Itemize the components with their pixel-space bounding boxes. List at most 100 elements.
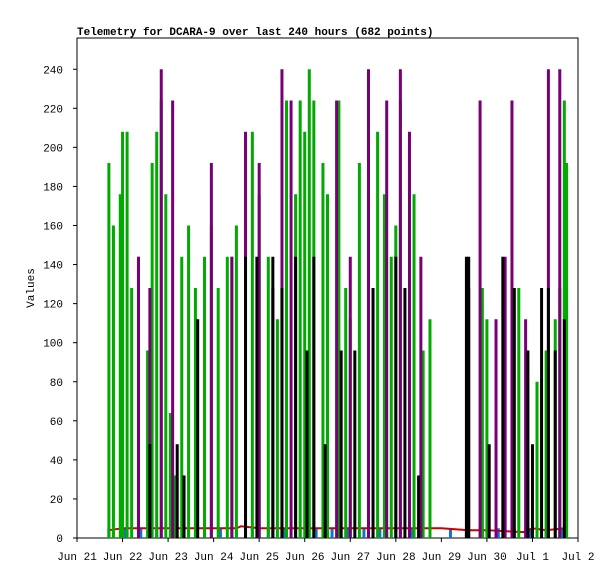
- y-tick-label: 200: [43, 143, 63, 155]
- bar: [266, 256, 270, 538]
- bar: [517, 288, 521, 538]
- bar: [335, 100, 339, 538]
- x-tick-label: Jun 29: [422, 552, 462, 564]
- bar: [321, 163, 325, 538]
- bar: [175, 444, 179, 538]
- x-tick-label: Jul 1: [516, 552, 549, 564]
- bar: [305, 350, 309, 538]
- bar: [146, 350, 150, 538]
- bar: [348, 256, 352, 538]
- bar: [524, 319, 528, 538]
- bar: [467, 256, 471, 538]
- bar: [326, 194, 329, 538]
- bar: [394, 256, 398, 538]
- chart-title: Telemetry for DCARA-9 over last 240 hour…: [77, 27, 433, 39]
- bar: [155, 131, 159, 538]
- bar: [230, 256, 234, 538]
- bar: [255, 256, 259, 538]
- bar: [307, 69, 311, 538]
- bar: [485, 319, 489, 538]
- bar: [250, 131, 254, 538]
- y-tick-label: 60: [50, 417, 63, 429]
- bar: [148, 288, 152, 538]
- bar: [540, 288, 544, 538]
- bar: [182, 475, 186, 538]
- y-tick-label: 40: [50, 456, 63, 468]
- bar: [503, 256, 507, 538]
- bar: [285, 100, 289, 538]
- bar: [203, 256, 207, 538]
- bar: [421, 350, 425, 538]
- bar: [280, 288, 284, 538]
- bar: [544, 350, 548, 538]
- bar: [234, 225, 238, 538]
- bar: [271, 256, 275, 538]
- bar: [512, 288, 516, 538]
- y-tick-label: 220: [43, 104, 63, 116]
- bar: [546, 288, 550, 538]
- bar: [530, 444, 534, 538]
- bar: [494, 319, 498, 538]
- bar: [330, 528, 334, 538]
- y-tick-label: 0: [56, 534, 63, 546]
- bar: [501, 256, 505, 538]
- x-tick-label: Jun 21: [57, 552, 97, 564]
- bar: [314, 528, 318, 538]
- bar: [496, 528, 500, 538]
- bar: [344, 288, 348, 538]
- y-tick-label: 160: [43, 222, 63, 234]
- bar: [150, 163, 154, 538]
- bar: [357, 163, 361, 538]
- bar: [371, 288, 375, 538]
- bar: [565, 163, 569, 538]
- x-tick-label: Jul 2: [561, 552, 594, 564]
- bar: [294, 256, 298, 538]
- bar: [410, 528, 414, 538]
- bar: [123, 528, 127, 538]
- y-tick-label: 20: [50, 495, 63, 507]
- y-tick-label: 80: [50, 378, 63, 390]
- bar: [407, 131, 411, 538]
- bar: [480, 288, 484, 538]
- bar: [487, 444, 491, 538]
- bar: [275, 319, 279, 538]
- bar: [196, 319, 200, 538]
- bar: [218, 528, 222, 538]
- bar: [353, 350, 357, 538]
- bar: [216, 288, 220, 538]
- bar: [187, 225, 191, 538]
- bar: [464, 256, 468, 538]
- bar: [125, 131, 129, 538]
- bar: [478, 100, 482, 538]
- bar: [121, 131, 125, 538]
- bar: [244, 256, 248, 538]
- bar: [526, 350, 530, 538]
- bar: [118, 194, 122, 538]
- x-tick-label: Jun 22: [103, 552, 143, 564]
- y-axis-label: Values: [26, 268, 38, 308]
- bar: [298, 100, 302, 538]
- y-tick-label: 180: [43, 182, 63, 194]
- bar: [159, 69, 163, 538]
- bar: [225, 256, 229, 538]
- x-tick-label: Jun 28: [376, 552, 416, 564]
- x-tick-label: Jun 30: [467, 552, 507, 564]
- bar: [389, 256, 393, 538]
- bar: [289, 100, 293, 538]
- bar: [366, 69, 370, 538]
- bar: [171, 100, 175, 538]
- bar: [148, 444, 152, 538]
- bar: [139, 528, 143, 538]
- x-tick-label: Jun 27: [330, 552, 370, 564]
- bar: [428, 319, 432, 538]
- bar: [412, 194, 416, 538]
- y-tick-label: 240: [43, 65, 63, 77]
- bar: [528, 528, 532, 538]
- bar: [376, 131, 380, 538]
- bar: [337, 100, 341, 538]
- bar: [173, 475, 177, 538]
- bar: [346, 528, 350, 538]
- bar: [323, 444, 327, 538]
